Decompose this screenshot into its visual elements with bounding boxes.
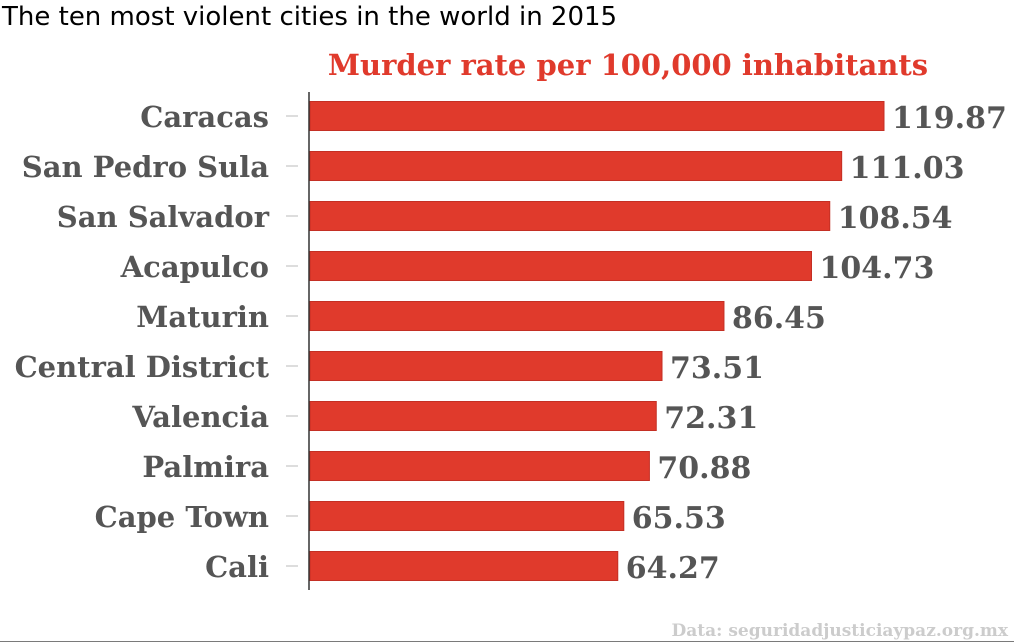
value-label: 86.45: [732, 301, 826, 336]
value-label: 70.88: [657, 451, 751, 486]
chart-title: Murder rate per 100,000 inhabitants: [328, 48, 928, 82]
value-label: 108.54: [838, 201, 953, 236]
category-label: Valencia: [131, 400, 269, 434]
category-label: San Pedro Sula: [22, 150, 269, 184]
bottom-rule: [0, 641, 1014, 642]
category-label: Central District: [15, 350, 270, 384]
bar: [309, 401, 657, 431]
bar: [309, 101, 885, 131]
value-label: 73.51: [670, 351, 764, 386]
page-title: The ten most violent cities in the world…: [2, 2, 618, 32]
bar: [309, 251, 813, 281]
bar: [309, 451, 650, 481]
bar: [309, 551, 619, 581]
category-label: Maturin: [136, 300, 269, 334]
value-label: 111.03: [850, 151, 965, 186]
category-label: Caracas: [140, 100, 269, 134]
bar: [309, 351, 663, 381]
bars-layer: Caracas 119.87 San Pedro Sula 111.03 San Sal…: [15, 100, 1007, 586]
category-label: Palmira: [142, 450, 269, 484]
value-label: 65.53: [632, 501, 726, 536]
value-label: 104.73: [820, 251, 935, 286]
bar: [309, 201, 831, 231]
source-note: Data: seguridadjusticiaypaz.org.mx: [672, 621, 1009, 641]
bar: [309, 301, 725, 331]
category-label: Cali: [205, 550, 269, 584]
category-label: San Salvador: [57, 200, 270, 234]
category-label: Cape Town: [95, 500, 269, 534]
bar: [309, 501, 625, 531]
bar: [309, 151, 843, 181]
value-label: 64.27: [626, 551, 720, 586]
value-label: 72.31: [664, 401, 758, 436]
category-label: Acapulco: [120, 250, 269, 284]
value-label: 119.87: [892, 101, 1007, 136]
